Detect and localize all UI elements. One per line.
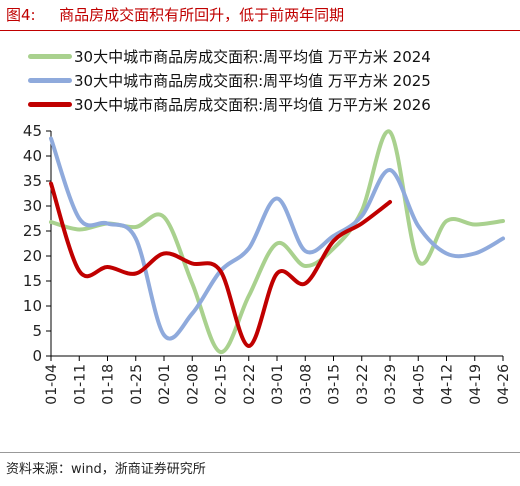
legend-swatch-2024 xyxy=(28,53,72,59)
y-tick-label: 5 xyxy=(32,322,42,340)
x-tick-label: 04-26 xyxy=(496,364,512,405)
x-tick-label: 03-08 xyxy=(298,364,314,405)
y-tick-label: 10 xyxy=(23,297,42,315)
x-tick-label: 03-15 xyxy=(327,364,343,405)
source-rule xyxy=(0,452,520,453)
y-tick-label: 0 xyxy=(32,347,42,365)
x-tick-label: 04-05 xyxy=(411,364,427,405)
legend-label-2025: 30大中城市商品房成交面积:周平均值 万平方米 2025 xyxy=(74,71,431,90)
x-tick-label: 03-01 xyxy=(270,364,286,405)
y-tick-label: 30 xyxy=(23,197,42,215)
y-tick-label: 45 xyxy=(23,122,42,140)
y-tick-label: 40 xyxy=(23,147,42,165)
legend-label-2024: 30大中城市商品房成交面积:周平均值 万平方米 2024 xyxy=(74,47,431,66)
x-tick-label: 01-04 xyxy=(44,364,60,405)
legend-swatch-2025 xyxy=(28,77,72,83)
x-tick-label: 01-18 xyxy=(101,364,117,405)
title-rule xyxy=(0,30,520,31)
x-tick-label: 03-29 xyxy=(383,364,399,405)
y-tick-label: 15 xyxy=(23,272,42,290)
x-tick-label: 02-08 xyxy=(185,364,201,405)
chart-legend: 30大中城市商品房成交面积:周平均值 万平方米 2024 30大中城市商品房成交… xyxy=(28,44,431,116)
legend-item-2026: 30大中城市商品房成交面积:周平均值 万平方米 2026 xyxy=(28,92,431,116)
x-tick-label: 02-15 xyxy=(214,364,230,405)
series-line-2024 xyxy=(49,129,505,354)
legend-swatch-2026 xyxy=(28,101,72,107)
x-tick-label: 01-25 xyxy=(129,364,145,405)
source-note: 资料来源：wind，浙商证券研究所 xyxy=(6,462,206,477)
figure-title: 图4: 商品房成交面积有所回升，低于前两年同期 xyxy=(6,2,344,28)
x-tick-label: 03-22 xyxy=(355,364,371,405)
x-tick-label: 02-01 xyxy=(157,364,173,405)
x-tick-label: 04-19 xyxy=(468,364,484,405)
figure-title-text: 商品房成交面积有所回升，低于前两年同期 xyxy=(59,6,345,24)
x-tick-label: 04-12 xyxy=(440,364,456,405)
y-tick-label: 25 xyxy=(23,222,42,240)
legend-item-2024: 30大中城市商品房成交面积:周平均值 万平方米 2024 xyxy=(28,44,431,68)
figure-label: 图4: xyxy=(6,6,36,24)
y-tick-label: 20 xyxy=(23,247,42,265)
y-tick-label: 35 xyxy=(23,172,42,190)
series-line-2026 xyxy=(49,181,392,348)
series-line-2025 xyxy=(49,136,505,341)
x-tick-label: 02-22 xyxy=(242,364,258,405)
x-tick-label: 01-11 xyxy=(72,364,88,405)
legend-label-2026: 30大中城市商品房成交面积:周平均值 万平方米 2026 xyxy=(74,95,431,114)
legend-item-2025: 30大中城市商品房成交面积:周平均值 万平方米 2025 xyxy=(28,68,431,92)
